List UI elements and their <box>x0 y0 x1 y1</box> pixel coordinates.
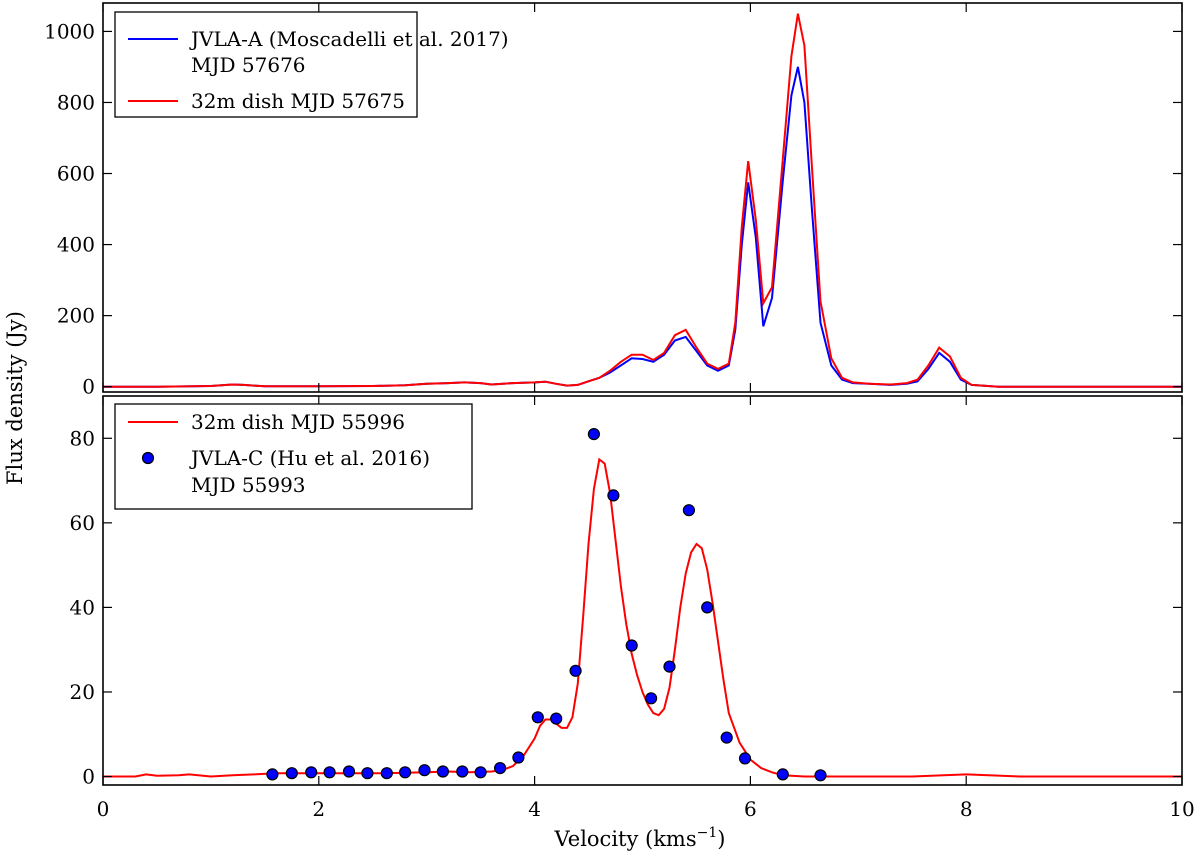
legend: 32m dish MJD 55996 JVLA-C (Hu et al. 2016… <box>114 403 473 510</box>
legend-label-line2: MJD 55993 <box>191 473 306 497</box>
data-point <box>494 761 507 775</box>
x-axis-label-superscript: −1 <box>697 825 718 841</box>
data-point <box>305 766 318 779</box>
legend-label-line2: MJD 57676 <box>191 53 306 77</box>
data-point <box>550 712 563 725</box>
data-point <box>720 731 733 744</box>
y-tick-label: 600 <box>57 162 95 186</box>
bottom-panel: 0 20 40 60 80 0 2 4 6 8 10 32m dish MJD 55996 JVLA-C… <box>70 395 1195 821</box>
plot-frame <box>102 395 1183 786</box>
y-tick-label: 0 <box>82 375 95 399</box>
series-line-1-0 <box>103 457 1182 778</box>
data-point <box>266 768 279 781</box>
top-panel: 0 200 400 600 800 1000 JVLA-A (Moscadelli et a… <box>44 2 1183 399</box>
legend-marker-swatch <box>141 451 155 465</box>
data-point <box>663 660 676 673</box>
y-tick-label: 0 <box>82 765 95 789</box>
data-point <box>323 766 336 779</box>
legend-label: 32m dish MJD 55996 <box>191 410 405 434</box>
data-point <box>456 765 469 778</box>
legend-box <box>114 11 418 118</box>
data-point <box>474 766 487 779</box>
x-axis-label-tail: ) <box>717 827 725 851</box>
data-point <box>285 767 298 780</box>
data-point <box>342 765 356 778</box>
data-point <box>531 711 544 724</box>
data-point <box>436 765 449 778</box>
x-tick-label: 4 <box>528 797 541 821</box>
x-tick-label: 10 <box>1169 797 1194 821</box>
y-tick-label: 400 <box>57 233 95 257</box>
x-tick-label: 6 <box>744 797 757 821</box>
y-tick-label: 20 <box>70 680 95 704</box>
legend-label: JVLA-A (Moscadelli et al. 2017) <box>189 27 509 51</box>
data-point <box>738 752 752 765</box>
series-line-0-1 <box>103 13 1182 388</box>
data-point <box>814 769 827 782</box>
data-point <box>361 767 374 780</box>
plot-frame <box>102 2 1183 393</box>
data-point <box>776 768 789 781</box>
x-tick-label: 2 <box>312 797 325 821</box>
data-point <box>701 601 714 614</box>
data-point <box>682 504 696 517</box>
data-point <box>607 489 620 502</box>
y-tick-label: 200 <box>57 304 95 328</box>
data-point <box>512 751 525 764</box>
x-axis-label-main: Velocity (kms <box>554 827 697 851</box>
data-point <box>644 692 658 705</box>
legend: JVLA-A (Moscadelli et al. 2017)MJD 57676… <box>114 11 509 118</box>
x-axis-label: Velocity (kms−1) <box>554 825 726 851</box>
legend-label: 32m dish MJD 57675 <box>191 89 405 113</box>
y-tick-label: 60 <box>70 511 95 535</box>
y-tick-label: 40 <box>70 595 95 619</box>
data-point <box>587 428 601 441</box>
y-axis-label: Flux density (Jy) <box>3 311 27 485</box>
data-point <box>418 764 431 777</box>
x-tick-label: 8 <box>960 797 973 821</box>
y-tick-label: 800 <box>57 90 95 114</box>
data-point <box>625 639 638 652</box>
x-tick-label: 0 <box>97 797 110 821</box>
legend-label: JVLA-C (Hu et al. 2016) <box>189 446 430 470</box>
data-point <box>399 766 412 779</box>
data-point <box>569 664 582 677</box>
y-tick-label: 80 <box>70 426 95 450</box>
data-point <box>380 767 393 780</box>
y-tick-label: 1000 <box>44 19 95 43</box>
